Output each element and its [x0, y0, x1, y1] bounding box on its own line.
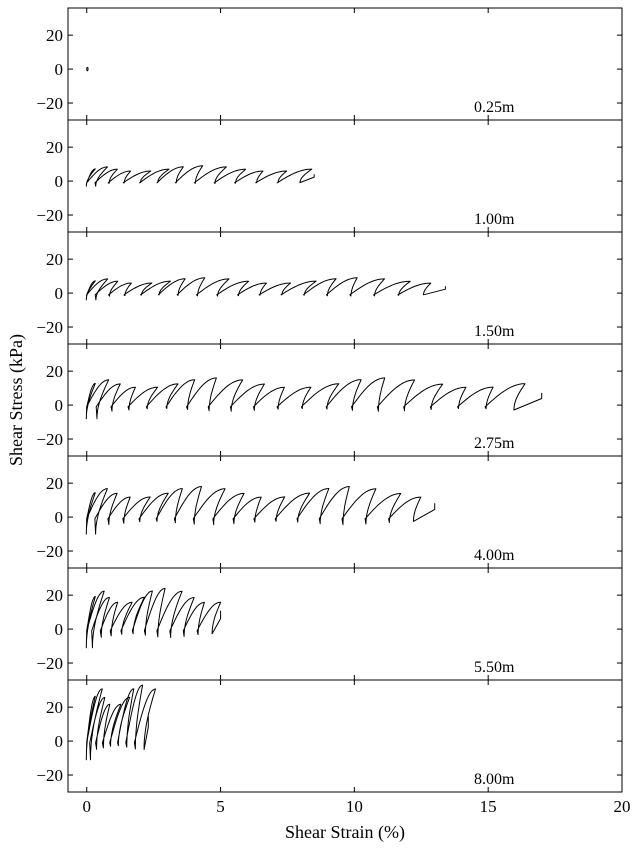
- depth-label: 2.75m: [474, 435, 515, 452]
- y-tick-label: 0: [55, 396, 64, 415]
- y-tick-label: 0: [55, 284, 64, 303]
- depth-label: 1.50m: [474, 323, 515, 340]
- y-tick-label: −20: [36, 206, 63, 225]
- y-tick-label: −20: [36, 654, 63, 673]
- y-tick-label: 0: [55, 60, 64, 79]
- hysteresis-series: [85, 587, 222, 649]
- x-tick-label: 5: [216, 797, 225, 816]
- y-tick-label: 20: [46, 26, 63, 45]
- hysteresis-series: [86, 66, 89, 72]
- panel-1.50m: −20 0 20 1.50m: [36, 231, 623, 345]
- panel-frame: [67, 679, 623, 793]
- hysteresis-series: [85, 165, 315, 187]
- y-axis-title: Shear Stress (kPa): [6, 334, 27, 466]
- panel-frame: [67, 455, 623, 569]
- panel-0.25m: −20 0 20 0.25m: [36, 7, 623, 121]
- y-tick-label: −20: [36, 318, 63, 337]
- x-tick-label: 20: [614, 797, 631, 816]
- depth-label: 5.50m: [474, 659, 515, 676]
- hysteresis-series: [85, 377, 543, 420]
- depth-label: 4.00m: [474, 547, 515, 564]
- panel-8.00m: −20 0 20 8.00m: [36, 679, 623, 793]
- x-axis-title: Shear Strain (%): [285, 822, 405, 843]
- y-tick-label: 20: [46, 138, 63, 157]
- x-tick-label: 10: [346, 797, 363, 816]
- y-tick-label: 20: [46, 474, 63, 493]
- panel-frame: [67, 7, 623, 121]
- panels: −20 0 20 0.25m −20 0 20 1.00m −20 0 20 1.50m −20 0 20 2…: [36, 7, 623, 793]
- hysteresis-series: [85, 486, 436, 535]
- y-tick-label: 0: [55, 172, 64, 191]
- depth-label: 1.00m: [474, 211, 515, 228]
- depth-label: 8.00m: [474, 771, 515, 788]
- y-tick-label: −20: [36, 542, 63, 561]
- panel-4.00m: −20 0 20 4.00m: [36, 455, 623, 569]
- x-axis: 0 5 10 15 20: [82, 797, 630, 816]
- y-tick-label: −20: [36, 94, 63, 113]
- y-tick-label: 20: [46, 362, 63, 381]
- hysteresis-series: [85, 277, 446, 301]
- x-tick-label: 0: [82, 797, 91, 816]
- y-tick-label: 20: [46, 698, 63, 717]
- x-tick-label: 15: [480, 797, 497, 816]
- panel-1.00m: −20 0 20 1.00m: [36, 119, 623, 233]
- depth-label: 0.25m: [474, 99, 515, 116]
- y-tick-label: 20: [46, 586, 63, 605]
- panel-frame: [67, 567, 623, 681]
- hysteresis-series: [85, 684, 156, 761]
- y-tick-label: −20: [36, 766, 63, 785]
- panel-2.75m: −20 0 20 2.75m: [36, 343, 623, 457]
- panel-5.50m: −20 0 20 5.50m: [36, 567, 623, 681]
- y-tick-label: 0: [55, 508, 64, 527]
- y-tick-label: 0: [55, 732, 64, 751]
- panel-frame: [67, 119, 623, 233]
- y-tick-label: 0: [55, 620, 64, 639]
- y-tick-label: 20: [46, 250, 63, 269]
- y-tick-label: −20: [36, 430, 63, 449]
